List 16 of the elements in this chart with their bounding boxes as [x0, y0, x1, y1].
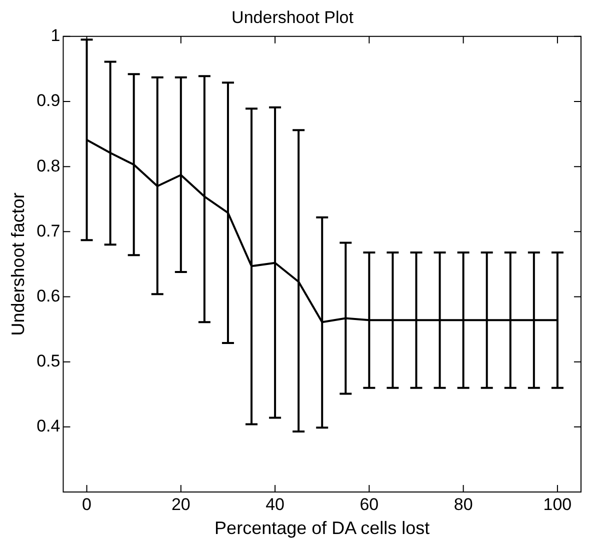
y-tick-label: 0.9	[36, 91, 60, 110]
y-tick-label: 0.6	[36, 286, 60, 306]
chart-title: Undershoot Plot	[232, 8, 354, 27]
x-tick-label: 60	[360, 494, 379, 514]
x-tick-label: 20	[171, 494, 190, 514]
y-axis-title: Undershoot factor	[8, 192, 28, 336]
y-tick-label: 0.4	[36, 416, 60, 436]
x-tick-label: 100	[543, 494, 572, 514]
y-tick-label: 1	[50, 26, 60, 46]
x-tick-label: 80	[454, 494, 473, 514]
y-tick-label: 0.5	[36, 352, 60, 371]
y-tick-label: 0.8	[36, 156, 60, 176]
x-axis-title: Percentage of DA cells lost	[214, 518, 430, 538]
x-tick-label: 0	[82, 494, 92, 514]
x-tick-label: 40	[266, 494, 285, 514]
y-tick-label: 0.7	[36, 221, 60, 240]
